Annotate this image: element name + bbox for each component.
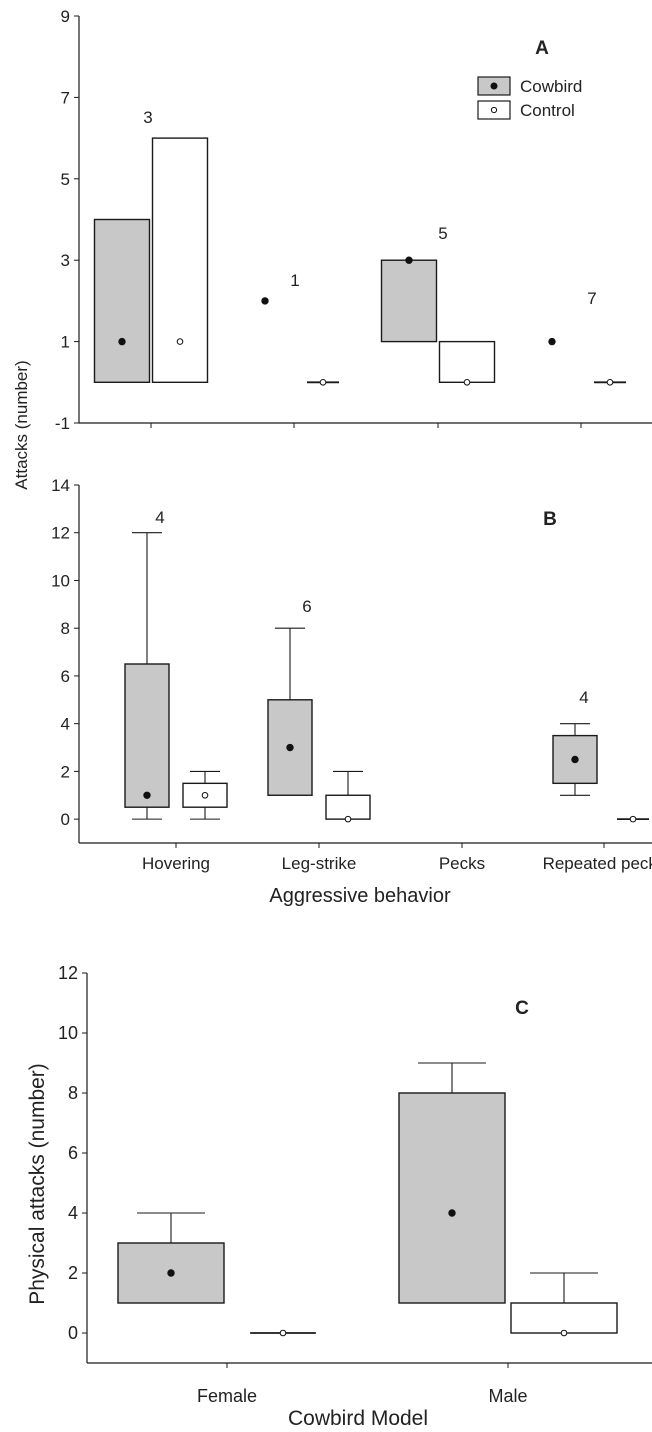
median-point	[463, 379, 471, 386]
box	[380, 259, 438, 343]
sample-size-label: 3	[143, 108, 152, 127]
median-point	[118, 337, 126, 346]
x-axis-label-c: Cowbird Model	[288, 1407, 428, 1430]
y-tick-label: 4	[61, 715, 70, 734]
y-axis-label-c: Physical attacks (number)	[26, 1063, 49, 1305]
legend-label: Cowbird	[520, 77, 582, 96]
sample-size-label: 6	[302, 597, 311, 616]
sample-size-label: 5	[438, 224, 447, 243]
x-tick-label: Male	[488, 1386, 527, 1406]
median-point	[560, 1329, 568, 1337]
median-point	[629, 815, 637, 823]
y-tick-label: 8	[61, 619, 70, 638]
median-point	[571, 755, 579, 764]
box	[438, 340, 496, 384]
y-tick-label: 6	[61, 667, 70, 686]
box	[325, 794, 371, 820]
sample-size-label: 1	[290, 271, 299, 290]
y-tick-label: 3	[61, 251, 70, 270]
y-tick-label: 1	[61, 333, 70, 352]
box	[398, 1092, 506, 1304]
y-axis-label-ab: Attacks (number)	[12, 360, 31, 489]
median-point	[279, 1329, 287, 1337]
median-point	[261, 297, 269, 305]
panel-b: 0 2 4 6 8 10 12 14 Hovering Leg-strike Pecks Repeat…	[51, 476, 652, 873]
box	[124, 663, 170, 808]
box	[151, 137, 209, 384]
sample-size-label: 4	[579, 688, 588, 707]
x-axis-label-ab: Aggressive behavior	[269, 885, 451, 907]
y-tick-label: -1	[55, 414, 70, 433]
y-tick-label: 9	[61, 7, 70, 26]
x-tick-label: Female	[197, 1386, 257, 1406]
box	[510, 1302, 618, 1334]
median-point	[606, 379, 614, 386]
x-tick-label: Leg-strike	[282, 854, 357, 873]
x-tick-label: Pecks	[439, 854, 485, 873]
y-tick-label: 8	[68, 1083, 78, 1103]
median-point	[405, 256, 413, 264]
median-point	[286, 743, 294, 752]
median-point	[143, 791, 151, 799]
median-point	[344, 815, 352, 823]
y-tick-label: 12	[58, 963, 78, 983]
y-tick-label: 4	[68, 1203, 78, 1223]
panel-c: 0 2 4 6 8 10 12 Female Male C	[58, 963, 652, 1406]
y-tick-label: 5	[61, 170, 70, 189]
median-point	[201, 791, 209, 799]
panel-letter: C	[515, 998, 529, 1019]
y-tick-label: 2	[68, 1263, 78, 1283]
sample-size-label: 4	[155, 508, 164, 527]
median-point	[319, 379, 327, 386]
x-tick-label: Hovering	[142, 854, 210, 873]
sample-size-label: 7	[587, 289, 596, 308]
panel-a: -1 1 3 5 7 9 3 1 5 7 A Cowbird Control	[55, 7, 652, 433]
y-tick-label: 10	[51, 571, 70, 590]
y-tick-label: 10	[58, 1023, 78, 1043]
y-tick-label: 6	[68, 1143, 78, 1163]
y-tick-label: 0	[61, 810, 70, 829]
y-tick-label: 0	[68, 1323, 78, 1343]
panel-letter: A	[535, 38, 549, 59]
median-point	[448, 1209, 456, 1217]
y-tick-label: 2	[61, 762, 70, 781]
y-tick-label: 7	[61, 88, 70, 107]
panel-letter: B	[543, 509, 557, 530]
legend-marker	[490, 106, 498, 114]
box	[93, 218, 151, 384]
legend-label: Control	[520, 101, 575, 120]
median-point	[167, 1269, 175, 1277]
median-point	[548, 337, 556, 346]
y-tick-label: 12	[51, 524, 70, 543]
legend-marker	[490, 82, 498, 90]
x-tick-label: Repeated pecks	[543, 854, 652, 873]
median-point	[176, 338, 184, 345]
y-tick-label: 14	[51, 476, 70, 495]
